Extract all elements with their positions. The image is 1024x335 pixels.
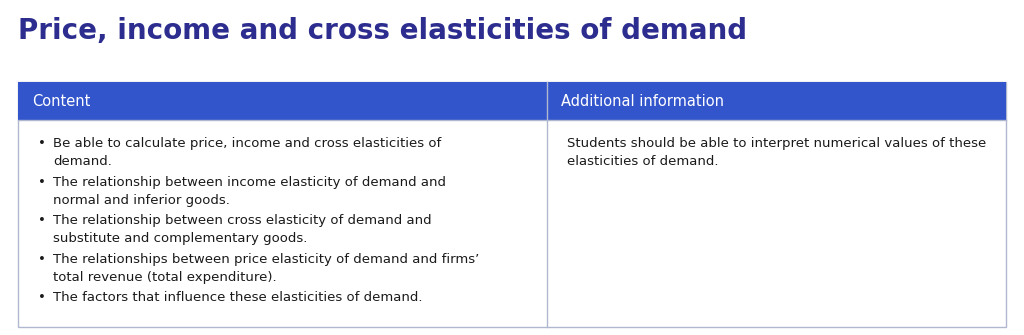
Text: The factors that influence these elasticities of demand.: The factors that influence these elastic… — [53, 291, 423, 304]
Text: •: • — [38, 214, 46, 227]
Text: •: • — [38, 253, 46, 266]
Text: The relationship between cross elasticity of demand and
substitute and complemen: The relationship between cross elasticit… — [53, 214, 432, 245]
Bar — [18, 82, 1006, 120]
Bar — [18, 82, 1006, 327]
Text: The relationship between income elasticity of demand and
normal and inferior goo: The relationship between income elastici… — [53, 176, 446, 206]
Text: Students should be able to interpret numerical values of these
elasticities of d: Students should be able to interpret num… — [566, 137, 986, 168]
Text: Be able to calculate price, income and cross elasticities of
demand.: Be able to calculate price, income and c… — [53, 137, 441, 168]
Text: •: • — [38, 137, 46, 150]
Text: •: • — [38, 291, 46, 304]
Text: Price, income and cross elasticities of demand: Price, income and cross elasticities of … — [18, 17, 748, 45]
Text: The relationships between price elasticity of demand and firms’
total revenue (t: The relationships between price elastici… — [53, 253, 479, 283]
Text: Additional information: Additional information — [560, 93, 724, 109]
Text: •: • — [38, 176, 46, 189]
Text: Content: Content — [32, 93, 90, 109]
